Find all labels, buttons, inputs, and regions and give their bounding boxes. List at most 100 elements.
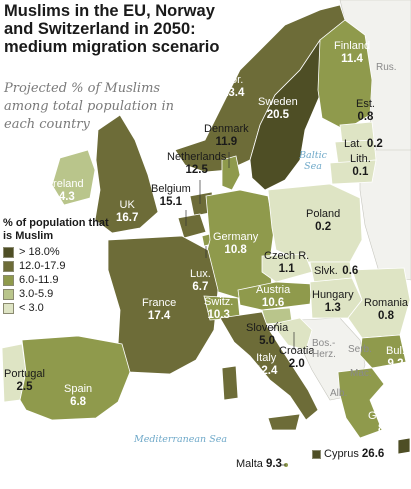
denmark-shape — [221, 155, 241, 191]
legend-label: < 3.0 — [19, 302, 44, 314]
country-name: Slvk. — [314, 265, 338, 277]
country-name: Finland — [334, 40, 371, 52]
greece-shape — [337, 367, 385, 439]
legend-item: 12.0-17.9 — [3, 259, 113, 273]
country-name: Italy — [256, 352, 277, 364]
country-value: 11.4 — [341, 53, 363, 65]
spain-shape — [19, 335, 131, 421]
country-name: France — [142, 297, 177, 309]
label-mediterranean-sea: Mediterranean Sea — [134, 434, 227, 445]
country-name: Austria — [256, 284, 291, 296]
croatia-shape — [271, 317, 313, 351]
label-switzerland: Switz. 10.3 — [204, 296, 233, 322]
country-name: Hungary — [312, 289, 354, 301]
country-value: 0.2 — [366, 138, 383, 150]
label-russia: Rus. — [376, 62, 397, 73]
label-belgium: Belgium 15.1 — [151, 183, 191, 209]
country-value: 6.7 — [192, 281, 209, 293]
country-value: 2.0 — [288, 358, 305, 370]
country-name: Malta — [236, 458, 263, 470]
label-greece: Greece 8.1 — [368, 410, 404, 436]
country-value: 10.3 — [207, 309, 230, 321]
label-bulgaria: Bul. 9.2 — [386, 345, 405, 371]
country-name: Poland — [306, 208, 341, 220]
country-value: 26.6 — [361, 448, 385, 460]
finland-shape — [317, 19, 373, 131]
legend-swatch — [3, 302, 14, 314]
legend-item: 3.0-5.9 — [3, 287, 113, 301]
label-cyprus: Cyprus 26.6 — [312, 448, 384, 460]
label-uk: UK 16.7 — [116, 199, 138, 225]
legend-swatch — [3, 288, 14, 300]
label-slovakia: Slvk. 0.6 — [314, 263, 358, 278]
country-name: Lux. — [190, 268, 211, 280]
country-name: Switz. — [204, 296, 234, 308]
belgium-shape — [177, 213, 207, 239]
label-hungary: Hungary 1.3 — [312, 289, 354, 315]
country-value: 13.4 — [222, 87, 245, 99]
map-title: Muslims in the EU, Norway and Switzerlan… — [4, 2, 220, 56]
label-france: France 17.4 — [142, 297, 176, 323]
cyprus-swatch — [312, 449, 321, 459]
label-romania: Romania 0.8 — [364, 297, 408, 323]
label-lithuania: Lith. 0.1 — [350, 153, 371, 179]
country-value: 6.8 — [70, 396, 87, 408]
label-slovenia: Slovenia 5.0 — [246, 322, 288, 348]
label-serbia: Serb. — [348, 344, 372, 355]
country-value: 1.3 — [324, 302, 341, 314]
label-albania: Alb. — [330, 388, 348, 399]
label-norway: Nor. 13.4 — [222, 74, 244, 100]
sardinia-shape — [221, 365, 239, 401]
country-name: UK — [119, 199, 135, 211]
label-estonia: Est. 0.8 — [356, 98, 375, 124]
label-spain: Spain 6.8 — [64, 383, 92, 409]
legend-item: 6.0-11.9 — [3, 273, 113, 287]
label-baltic-sea: Baltic Sea — [299, 150, 327, 172]
legend-item: < 3.0 — [3, 301, 113, 315]
country-value: 15.1 — [159, 196, 183, 208]
country-value: 0.8 — [378, 310, 395, 322]
legend-item: > 18.0% — [3, 245, 113, 259]
country-name: Slovenia — [246, 322, 289, 334]
country-name: Cyprus — [324, 448, 359, 460]
country-name: Romania — [364, 297, 409, 309]
legend-label: 3.0-5.9 — [19, 288, 54, 300]
label-finland: Finland 11.4 — [334, 40, 370, 66]
austria-shape — [237, 281, 313, 311]
country-value: 12.4 — [255, 365, 278, 377]
country-value: 4.3 — [58, 191, 75, 203]
country-value: 0.6 — [342, 265, 359, 277]
label-germany: Germany 10.8 — [213, 231, 258, 257]
country-value: 10.8 — [224, 244, 247, 256]
label-luxembourg: Lux. 6.7 — [190, 268, 211, 294]
country-name: Sweden — [258, 96, 298, 108]
bulgaria-shape — [359, 334, 407, 369]
country-name: Greece — [368, 410, 405, 422]
country-value: 0.8 — [357, 111, 374, 123]
legend-swatch — [3, 246, 14, 258]
country-name: Germany — [213, 231, 259, 243]
country-value: 11.9 — [215, 136, 238, 148]
legend-label: 6.0-11.9 — [19, 274, 59, 286]
country-value: 9.2 — [387, 358, 404, 370]
country-name: Lat. — [344, 138, 363, 150]
country-name: Belgium — [151, 183, 191, 195]
country-name: Bul. — [386, 345, 405, 357]
legend: % of population that is Muslim > 18.0% 1… — [3, 217, 113, 315]
label-croatia: Croatia 2.0 — [279, 345, 314, 371]
legend-label: > 18.0% — [19, 246, 60, 258]
country-name: Denmark — [204, 123, 249, 135]
legend-swatch — [3, 260, 14, 272]
slovenia-leader — [271, 321, 279, 331]
country-value: 5.0 — [259, 335, 276, 347]
country-value: 2.5 — [16, 381, 33, 393]
map-subtitle: Projected % of Muslims among total popul… — [4, 81, 175, 132]
label-portugal: Portugal 2.5 — [4, 368, 45, 394]
country-value: 10.6 — [261, 297, 285, 309]
sicily-shape — [267, 413, 301, 431]
country-value: 8.1 — [378, 423, 395, 435]
country-value: 20.5 — [266, 109, 290, 121]
country-name: Lith. — [350, 153, 371, 165]
